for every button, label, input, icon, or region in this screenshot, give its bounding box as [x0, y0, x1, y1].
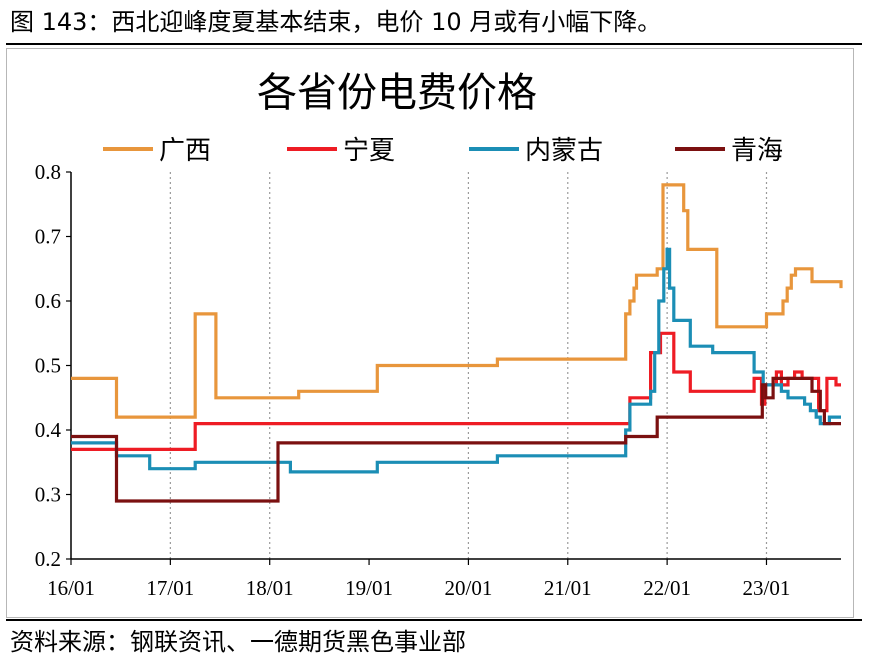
x-tick-label: 22/01 [643, 576, 691, 600]
y-tick-label: 0.5 [35, 354, 61, 378]
x-tick-label: 20/01 [444, 576, 492, 600]
chart-legend: 广西 宁夏 内蒙古 青海 [103, 136, 783, 166]
x-tick-label: 18/01 [246, 576, 294, 600]
x-tick-label: 17/01 [146, 576, 194, 600]
y-tick-label: 0.4 [35, 418, 62, 442]
legend-label-ningxia: 宁夏 [343, 136, 395, 166]
source-divider [6, 619, 862, 621]
figure-source: 资料来源：钢联资讯、一德期货黑色事业部 [10, 628, 466, 656]
x-tick-label: 19/01 [345, 576, 393, 600]
legend-label-neimenggu: 内蒙古 [525, 136, 603, 166]
caption-divider [6, 43, 862, 45]
y-tick-label: 0.7 [35, 225, 61, 249]
series-line-qinghai [71, 376, 841, 503]
figure-caption: 图 143：西北迎峰度夏基本结束，电价 10 月或有小幅下降。 [10, 8, 662, 36]
y-tick-label: 0.6 [35, 289, 61, 313]
x-tick-label: 23/01 [743, 576, 791, 600]
chart-series [71, 183, 843, 503]
y-tick-label: 0.3 [35, 483, 61, 507]
x-tick-label: 16/01 [47, 576, 95, 600]
legend-label-guangxi: 广西 [159, 136, 211, 166]
chart-title: 各省份电费价格 [257, 70, 537, 116]
x-tick-label: 21/01 [544, 576, 592, 600]
legend-label-qinghai: 青海 [731, 136, 783, 166]
y-tick-label: 0.8 [35, 160, 61, 184]
electricity-price-chart: 各省份电费价格 广西 宁夏 内蒙古 青海 0.2 0.3 0.4 0.5 0.6 0.7 0.8 1… [35, 70, 843, 600]
series-line-neimenggu [71, 247, 841, 474]
y-tick-label: 0.2 [35, 547, 61, 571]
series-line-ningxia [71, 331, 841, 451]
chart-axes: 0.2 0.3 0.4 0.5 0.6 0.7 0.8 16/01 17/01 18/01 19/0… [35, 160, 841, 600]
chart-frame: 各省份电费价格 广西 宁夏 内蒙古 青海 0.2 0.3 0.4 0.5 0.6 0.7 0.8 1… [6, 48, 854, 618]
series-line-guangxi [71, 183, 843, 419]
